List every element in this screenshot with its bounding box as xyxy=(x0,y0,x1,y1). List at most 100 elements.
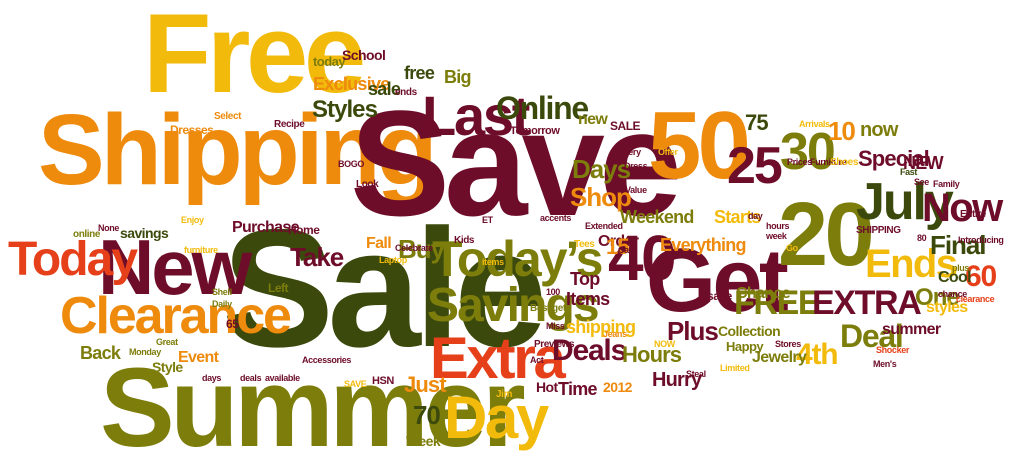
word: Home xyxy=(288,223,320,237)
word: Day xyxy=(444,384,549,451)
word: Last xyxy=(422,84,530,147)
word: Stores xyxy=(775,339,801,349)
word: Styles xyxy=(312,96,378,123)
word: Card xyxy=(618,245,638,255)
word: Select xyxy=(214,111,242,122)
word: Week xyxy=(406,433,441,449)
word: Shell xyxy=(212,287,232,297)
word: One xyxy=(915,284,960,311)
word: 75 xyxy=(745,110,769,135)
word: SHIPPING xyxy=(856,225,901,236)
word: Dresses xyxy=(170,123,214,137)
word: 60 xyxy=(965,260,997,293)
word: chance xyxy=(938,289,967,299)
word: Free xyxy=(143,0,366,116)
word: day xyxy=(748,211,763,221)
word: Cool xyxy=(938,269,972,286)
word: 2012 xyxy=(603,379,632,395)
word: FREE xyxy=(734,284,821,322)
word: Take xyxy=(290,242,344,272)
word: Big xyxy=(444,67,472,87)
word: shipping xyxy=(566,317,636,337)
word: 10 xyxy=(828,116,856,146)
word: Limited xyxy=(720,363,750,373)
word: Daily xyxy=(212,299,232,309)
word: Clearance xyxy=(60,287,292,345)
word: Tees xyxy=(574,239,595,250)
word: HSN xyxy=(372,375,394,387)
word: Hurry xyxy=(652,369,702,391)
word: 15 xyxy=(606,234,630,259)
word: Fast xyxy=(900,167,918,177)
word: None xyxy=(98,223,120,233)
word: deals xyxy=(240,373,262,383)
word: School xyxy=(342,47,386,63)
word: Savings xyxy=(427,279,600,332)
word: Online xyxy=(496,90,589,126)
word: Exclusive xyxy=(313,74,390,94)
word: summer xyxy=(882,321,941,338)
word: Time xyxy=(558,379,598,399)
word: get xyxy=(552,303,566,314)
word: Extended xyxy=(585,221,623,231)
word: Family xyxy=(933,179,960,189)
word: Collection xyxy=(718,323,781,339)
word: free xyxy=(404,63,435,83)
word: Style xyxy=(152,359,183,375)
word: Prices xyxy=(787,157,812,167)
word: Best xyxy=(530,303,551,314)
word: available xyxy=(265,373,300,383)
word: Arrivals xyxy=(799,119,830,129)
word: Fall xyxy=(366,235,392,252)
word: save xyxy=(707,289,732,303)
word: 20 xyxy=(778,185,875,285)
word: 100 xyxy=(546,287,560,297)
word: ET xyxy=(482,215,493,225)
word: Previews xyxy=(534,339,575,350)
word: items xyxy=(482,257,504,267)
word: hours xyxy=(766,221,790,231)
word: Great xyxy=(156,337,178,347)
word: New xyxy=(98,223,252,311)
word: 4th xyxy=(796,338,839,371)
word: 80 xyxy=(917,233,927,243)
word: days xyxy=(202,373,222,383)
word: Shoes xyxy=(830,157,859,168)
word: Shipping xyxy=(38,94,438,206)
word: Extra xyxy=(430,326,566,391)
word: July xyxy=(856,173,954,231)
word: savings xyxy=(120,225,169,241)
word: Laptop xyxy=(379,255,407,265)
word: Go xyxy=(786,243,798,253)
word: Every xyxy=(618,147,641,157)
word: Weekend xyxy=(620,207,694,227)
word: week xyxy=(766,231,787,241)
word: Now xyxy=(922,186,1003,230)
word: Shop xyxy=(570,182,632,212)
word: Items xyxy=(566,289,610,309)
word: Recipe xyxy=(274,119,305,130)
word: Ends xyxy=(865,242,958,286)
word: Kids xyxy=(454,235,475,246)
word: Get xyxy=(646,231,789,331)
word: Plus xyxy=(667,316,719,346)
word: Save xyxy=(350,79,682,247)
word: Jeans xyxy=(603,329,627,339)
word: Everything xyxy=(660,235,747,255)
word: sale xyxy=(368,79,401,99)
word: Jim xyxy=(496,389,513,400)
word: online xyxy=(73,229,101,240)
word: SALE xyxy=(610,119,641,133)
word: BOGO xyxy=(338,159,365,169)
word: Event xyxy=(178,349,219,366)
word: Value xyxy=(625,185,647,195)
word: new xyxy=(578,111,608,128)
word: Summer xyxy=(100,345,526,470)
word: Purchase xyxy=(232,219,300,236)
word: Offer xyxy=(658,147,678,157)
word: clearance xyxy=(956,294,995,304)
word: SAVE xyxy=(344,379,367,389)
word: Entire xyxy=(960,209,986,220)
word: 70 xyxy=(413,400,441,430)
